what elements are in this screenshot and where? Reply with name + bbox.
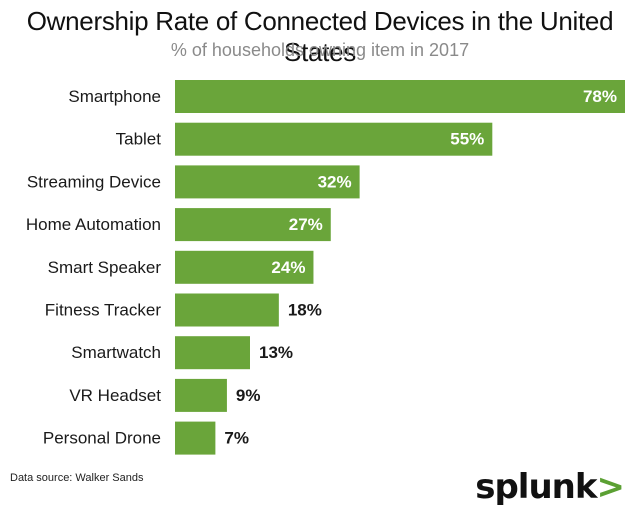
bar-smartwatch bbox=[175, 336, 250, 370]
value-label: 24% bbox=[271, 258, 305, 277]
splunk-logo: splunk> bbox=[475, 467, 625, 507]
category-label: Tablet bbox=[116, 130, 162, 149]
category-label: Fitness Tracker bbox=[45, 301, 162, 320]
category-label: Personal Drone bbox=[43, 429, 161, 448]
category-label: VR Headset bbox=[69, 386, 161, 405]
value-label: 18% bbox=[288, 301, 322, 320]
bar-tablet bbox=[175, 122, 493, 156]
category-label: Home Automation bbox=[26, 215, 161, 234]
category-label: Streaming Device bbox=[27, 172, 161, 191]
bar-vr-headset bbox=[175, 378, 227, 412]
value-label: 55% bbox=[450, 130, 484, 149]
chart-title: Ownership Rate of Connected Devices in t… bbox=[26, 6, 614, 67]
value-label: 7% bbox=[224, 429, 249, 448]
chart-subtitle: % of households owning item in 2017 bbox=[170, 40, 470, 60]
value-label: 9% bbox=[236, 386, 261, 405]
value-label: 78% bbox=[583, 87, 617, 106]
value-label: 13% bbox=[259, 343, 293, 362]
bar-home-automation bbox=[175, 208, 331, 242]
bar-personal-drone bbox=[175, 421, 216, 455]
value-label: 32% bbox=[318, 172, 352, 191]
bar-smartphone bbox=[175, 80, 625, 113]
value-label: 27% bbox=[289, 215, 323, 234]
category-label: Smartwatch bbox=[71, 343, 161, 362]
bar-smart-speaker bbox=[175, 250, 314, 284]
logo-chevron-icon: > bbox=[596, 467, 625, 507]
bar-fitness-tracker bbox=[175, 293, 279, 327]
data-source-note: Data source: Walker Sands bbox=[10, 472, 144, 484]
category-label: Smart Speaker bbox=[48, 258, 162, 277]
bar-streaming-device bbox=[175, 165, 360, 199]
logo-wordmark: splunk bbox=[475, 467, 597, 507]
category-label: Smartphone bbox=[68, 87, 161, 106]
